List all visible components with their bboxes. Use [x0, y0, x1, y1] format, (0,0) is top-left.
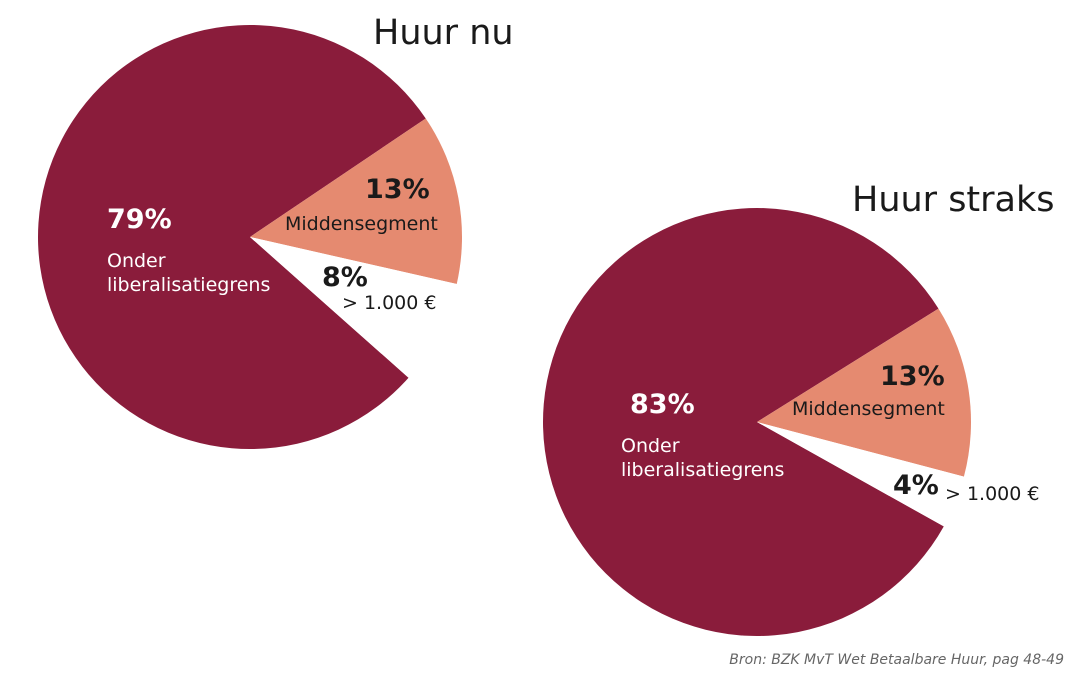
slice-value-label: 79% — [107, 204, 172, 235]
pie-slice — [250, 118, 462, 284]
slice-category-label: Middensegment — [285, 213, 438, 235]
chart-title: Huur nu — [373, 13, 514, 53]
pie-slice — [757, 422, 964, 527]
slice-value-label: 83% — [630, 389, 695, 420]
source-note: Bron: BZK MvT Wet Betaalbare Huur, pag 4… — [729, 652, 1064, 668]
chart-title: Huur straks — [852, 180, 1055, 220]
slice-category-label: > 1.000 € — [342, 292, 437, 314]
slice-category-label: > 1.000 € — [945, 483, 1040, 505]
slice-value-label: 13% — [365, 174, 430, 205]
slice-category-label: Middensegment — [792, 398, 945, 420]
pie-slice — [542, 207, 944, 636]
slice-category-label: Onder liberalisatiegrens — [107, 250, 271, 296]
slice-value-label: 13% — [880, 361, 945, 392]
slice-value-label: 8% — [322, 262, 368, 293]
pie-slice — [250, 237, 457, 378]
slice-value-label: 4% — [893, 470, 939, 501]
pie-slice — [757, 308, 971, 477]
slice-category-label: Onder liberalisatiegrens — [621, 435, 785, 481]
pie-slice — [37, 25, 426, 450]
